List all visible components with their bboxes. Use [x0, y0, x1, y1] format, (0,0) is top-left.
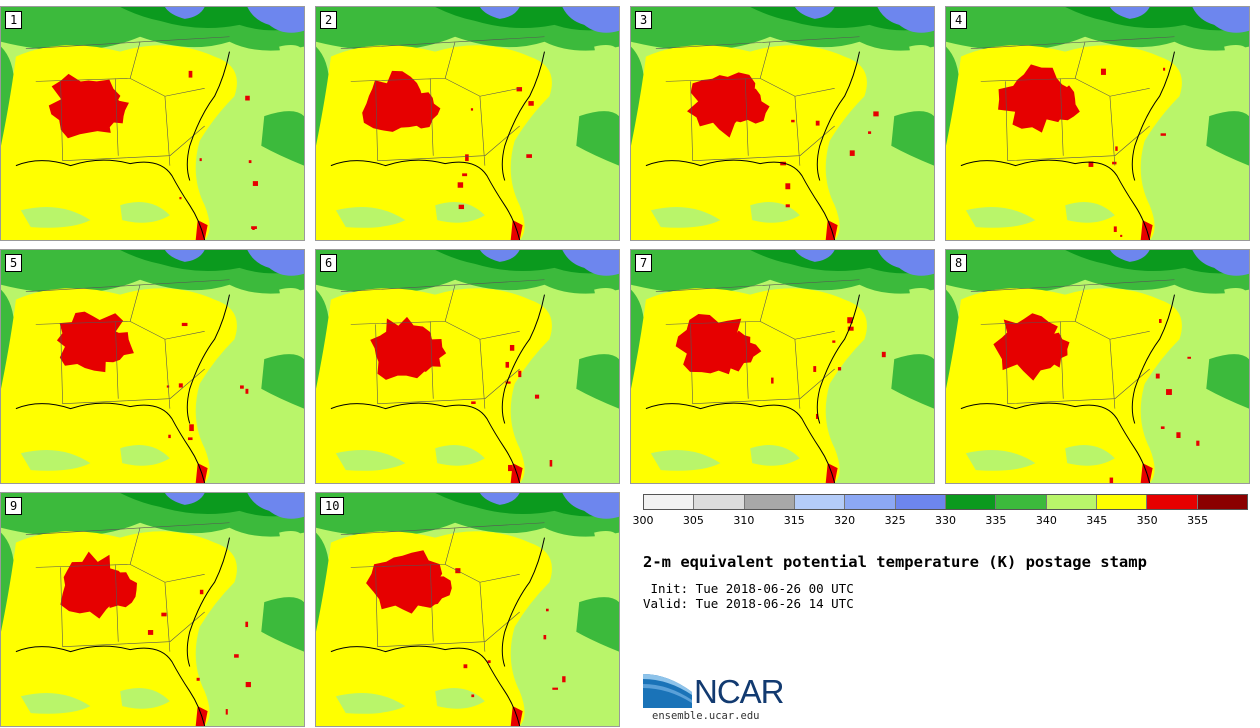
colorbar-swatch [945, 495, 997, 509]
member-label: 5 [5, 254, 23, 272]
postage-stamp-map: 3 [630, 6, 935, 241]
colorbar-swatch [1147, 495, 1198, 509]
member-label: 7 [635, 254, 653, 272]
colorbar-tick-label: 310 [733, 514, 755, 527]
member-label: 6 [320, 254, 338, 272]
colorbar-tick-label: 305 [682, 514, 704, 527]
postage-stamp-map: 4 [945, 6, 1250, 241]
postage-stamp-map: 2 [315, 6, 620, 241]
colorbar-tick-label: 300 [632, 514, 654, 527]
colorbar-swatch [1046, 495, 1097, 509]
logo-text: NCAR [694, 673, 785, 710]
ncar-logo[interactable]: NCAR ensemble.ucar.edu [642, 670, 802, 724]
init-time: Init: Tue 2018-06-26 00 UTC [643, 581, 854, 596]
colorbar-swatch [895, 495, 946, 509]
colorbar-tick-label: 340 [1035, 514, 1057, 527]
colorbar-ticks: 300 305 310 315 320 325 330 335 340 345 350 355 [633, 514, 1248, 528]
colorbar-swatch [644, 495, 695, 509]
postage-stamp-map: 10 [315, 492, 620, 727]
colorbar-swatch [744, 495, 795, 509]
member-label: 4 [950, 11, 968, 29]
colorbar-swatch [794, 495, 846, 509]
member-label: 10 [320, 497, 345, 515]
colorbar [643, 494, 1248, 510]
member-label: 8 [950, 254, 968, 272]
postage-stamp-map: 7 [630, 249, 935, 484]
member-label: 3 [635, 11, 653, 29]
colorbar-tick-label: 345 [1086, 514, 1108, 527]
logo-url[interactable]: ensemble.ucar.edu [652, 710, 760, 722]
postage-stamp-map: 5 [0, 249, 305, 484]
figure-title: 2-m equivalent potential temperature (K)… [643, 553, 1147, 571]
ncar-swoosh-icon [643, 674, 692, 708]
colorbar-tick-label: 320 [834, 514, 856, 527]
colorbar-swatch [845, 495, 896, 509]
colorbar-swatch [996, 495, 1047, 509]
postage-stamp-map: 8 [945, 249, 1250, 484]
colorbar-tick-label: 335 [985, 514, 1007, 527]
colorbar-swatch [694, 495, 745, 509]
colorbar-tick-label: 350 [1136, 514, 1158, 527]
colorbar-tick-label: 325 [884, 514, 906, 527]
postage-stamp-map: 9 [0, 492, 305, 727]
valid-time: Valid: Tue 2018-06-26 14 UTC [643, 596, 854, 611]
colorbar-tick-label: 330 [935, 514, 956, 527]
member-label: 2 [320, 11, 338, 29]
member-label: 9 [5, 497, 23, 515]
colorbar-tick-label: 355 [1187, 514, 1209, 527]
postage-stamp-map: 1 [0, 6, 305, 241]
postage-stamp-map: 6 [315, 249, 620, 484]
member-label: 1 [5, 11, 23, 29]
colorbar-tick-label: 315 [783, 514, 805, 527]
colorbar-swatch [1197, 495, 1247, 509]
colorbar-swatch [1096, 495, 1148, 509]
